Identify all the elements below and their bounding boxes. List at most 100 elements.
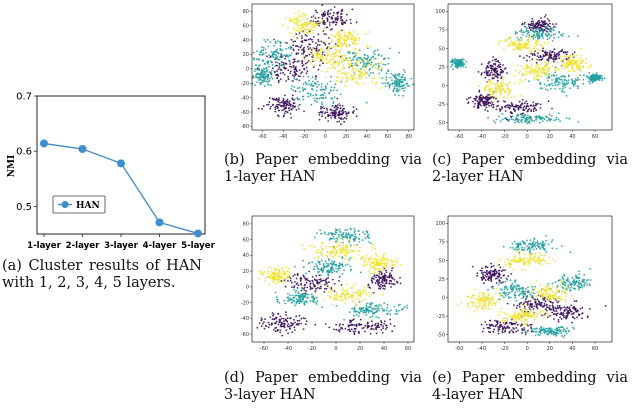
scatter-point <box>571 81 573 84</box>
scatter-point <box>278 103 281 106</box>
scatter-point <box>363 233 366 235</box>
scatter-xtick-label: -60 <box>455 134 463 140</box>
scatter-point <box>322 50 325 53</box>
scatter-point <box>349 74 352 77</box>
scatter-point <box>332 249 334 252</box>
scatter-point <box>398 51 400 54</box>
scatter-point <box>298 322 300 325</box>
scatter-point <box>555 69 557 71</box>
scatter-point <box>341 72 344 74</box>
scatter-point <box>321 115 323 118</box>
scatter-point <box>528 70 531 73</box>
scatter-point <box>263 63 266 65</box>
scatter-point <box>512 247 514 249</box>
scatter-point <box>277 79 280 82</box>
scatter-point <box>478 89 481 92</box>
scatter-point <box>492 63 495 65</box>
scatter-point <box>396 312 398 315</box>
scatter-point <box>341 249 344 252</box>
scatter-point <box>552 33 555 36</box>
scatter-point <box>327 67 329 69</box>
scatter-point <box>322 48 324 51</box>
scatter-point <box>294 265 296 268</box>
scatter-point <box>485 265 487 268</box>
scatter-point <box>294 294 297 297</box>
scatter-point <box>547 33 550 36</box>
scatter-point <box>371 81 373 84</box>
scatter-point <box>497 73 500 76</box>
scatter-point <box>489 269 492 272</box>
scatter-point <box>340 54 343 57</box>
scatter-point <box>493 328 496 331</box>
scatter-point <box>277 40 279 43</box>
scatter-point <box>385 324 387 326</box>
scatter-point <box>362 68 365 71</box>
scatter-point <box>486 266 489 269</box>
scatter-point <box>336 104 339 106</box>
scatter-point <box>347 111 350 114</box>
scatter-point <box>588 80 590 83</box>
scatter-point <box>263 321 265 323</box>
scatter-point <box>562 314 564 317</box>
scatter-point <box>295 29 298 32</box>
scatter-point <box>531 26 533 29</box>
scatter-point <box>355 108 358 110</box>
scatter-point <box>376 326 379 329</box>
scatter-point <box>498 99 501 102</box>
scatter-point <box>336 31 339 34</box>
scatter-point <box>278 271 281 274</box>
scatter-point <box>261 46 263 48</box>
scatter-point <box>289 103 292 106</box>
scatter-point <box>287 276 290 279</box>
scatter-point <box>538 21 541 24</box>
scatter-point <box>536 28 539 30</box>
scatter-point <box>333 60 336 63</box>
scatter-point <box>357 295 360 297</box>
scatter-point <box>317 38 320 41</box>
scatter-point <box>534 245 537 248</box>
scatter-point <box>271 64 274 66</box>
scatter-point <box>376 279 379 281</box>
scatter-point <box>502 269 504 272</box>
scatter-point <box>380 323 382 326</box>
scatter-point <box>300 28 303 30</box>
scatter-point <box>275 99 278 102</box>
scatter-point <box>286 42 288 44</box>
scatter-point <box>340 37 343 40</box>
scatter-point <box>408 85 410 87</box>
scatter-point <box>287 292 289 295</box>
scatter-point <box>315 75 318 78</box>
scatter-point <box>284 280 287 283</box>
scatter-point <box>303 88 306 90</box>
scatter-point <box>352 58 354 61</box>
scatter-point <box>542 54 545 56</box>
scatter-point <box>504 327 507 330</box>
scatter-point <box>313 15 316 18</box>
scatter-point <box>531 58 534 61</box>
scatter-point <box>535 43 538 45</box>
scatter-point <box>347 324 350 327</box>
scatter-point <box>389 323 392 325</box>
scatter-point <box>295 302 298 305</box>
scatter-point <box>326 111 329 114</box>
scatter-point <box>293 78 296 80</box>
scatter-point <box>533 72 536 74</box>
scatter-point <box>549 87 552 90</box>
scatter-point <box>345 244 348 246</box>
scatter-point <box>499 120 502 123</box>
scatter-point <box>514 69 517 72</box>
scatter-point <box>364 309 367 312</box>
scatter-point <box>536 304 538 307</box>
scatter-point <box>515 105 517 108</box>
scatter-point <box>467 101 470 104</box>
scatter-point <box>492 65 494 68</box>
scatter-point <box>330 255 333 257</box>
scatter-point <box>484 102 487 105</box>
scatter-point <box>382 293 384 296</box>
scatter-point <box>510 102 513 104</box>
scatter-point <box>276 273 279 276</box>
scatter-point <box>364 325 367 327</box>
scatter-point <box>542 37 544 39</box>
scatter-point <box>521 99 524 101</box>
scatter-point <box>533 78 536 81</box>
